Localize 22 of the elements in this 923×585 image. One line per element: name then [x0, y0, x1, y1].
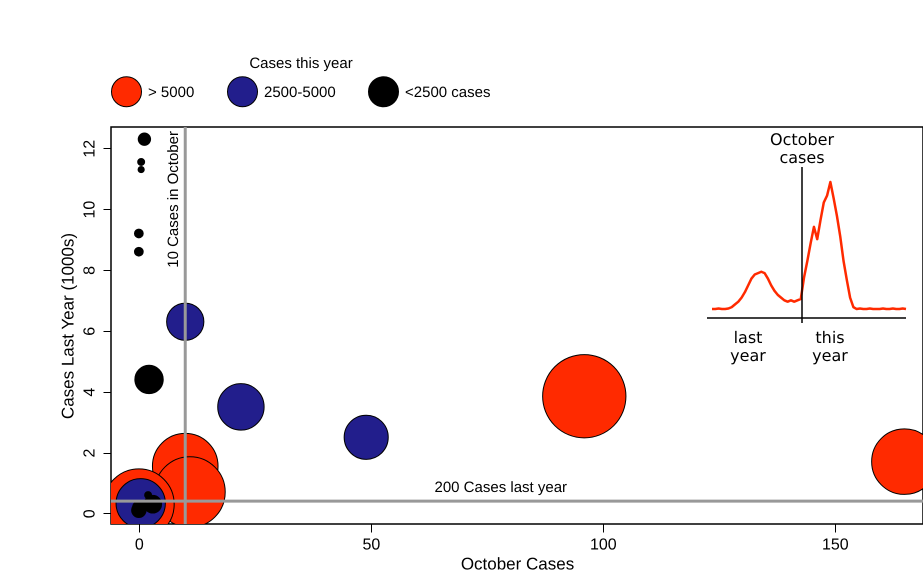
y-tick-label: 10 — [82, 200, 98, 219]
y-tick-label: 2 — [82, 448, 98, 458]
x-tick-label: 150 — [822, 536, 849, 554]
y-tick-label: 12 — [82, 140, 98, 158]
x-tick-label: 0 — [134, 536, 144, 554]
x-tick-label: 100 — [590, 536, 617, 554]
annotation: October cases — [770, 130, 834, 167]
y-tick-label: 4 — [82, 388, 98, 397]
y-tick-label: 0 — [82, 509, 98, 518]
annotation: last year — [730, 328, 766, 365]
y-axis-title: Cases Last Year (1000s) — [58, 232, 78, 420]
y-tick-label: 6 — [82, 326, 98, 336]
y-tick-label: 8 — [82, 266, 98, 275]
ref-line-label: 200 Cases last year — [434, 479, 568, 496]
x-axis-title: October Cases — [460, 554, 574, 574]
legend-title: Cases this year — [249, 55, 353, 72]
legend-label: > 5000 — [148, 84, 194, 101]
annotation: this year — [812, 328, 848, 365]
x-tick-label: 50 — [362, 536, 380, 554]
legend-label: <2500 cases — [405, 84, 490, 101]
ref-line-label: 10 Cases in October — [165, 131, 182, 268]
legend-label: 2500-5000 — [264, 84, 336, 101]
